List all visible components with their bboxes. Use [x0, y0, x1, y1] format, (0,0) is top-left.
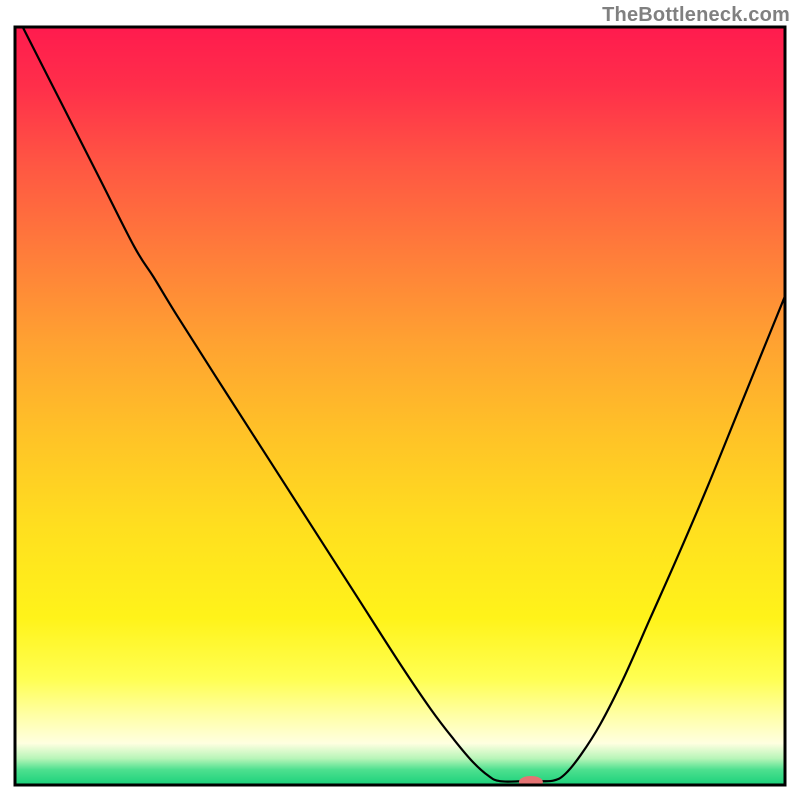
watermark-text: TheBottleneck.com: [602, 4, 790, 27]
chart-background: [15, 27, 785, 785]
bottleneck-chart: [0, 0, 800, 800]
chart-container: { "watermark": { "text": "TheBottleneck.…: [0, 0, 800, 800]
